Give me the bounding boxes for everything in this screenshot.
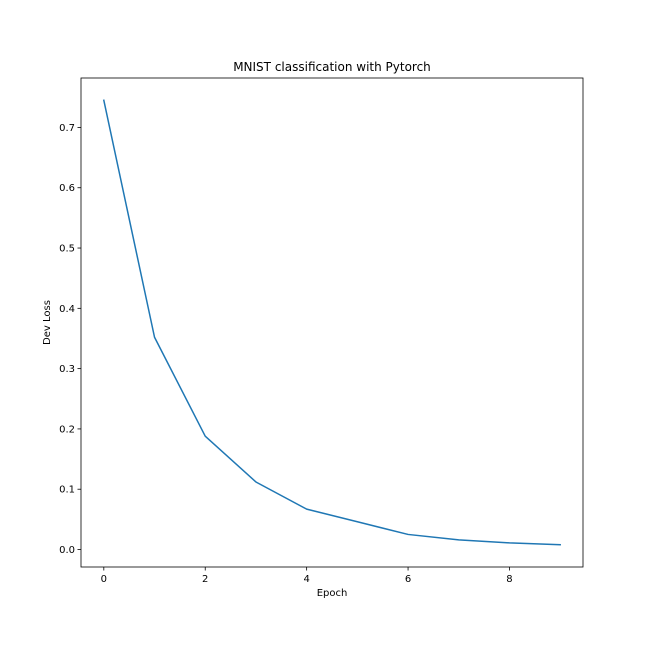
x-tick-label: 2 [202, 574, 208, 585]
plot-area [81, 78, 583, 567]
x-tick-label: 0 [101, 574, 107, 585]
y-axis: 0.0 0.1 0.2 0.3 0.4 0.5 0.6 0.7 [59, 123, 81, 556]
series-line [102, 99, 561, 546]
y-tick-label: 0.0 [59, 545, 75, 556]
y-tick-label: 0.2 [59, 424, 75, 435]
y-tick-label: 0.3 [59, 364, 75, 375]
y-tick-label: 0.5 [59, 244, 75, 255]
x-tick-label: 4 [303, 574, 309, 585]
y-tick-label: 0.1 [59, 485, 75, 496]
x-axis-title: Epoch [317, 588, 348, 599]
x-tick-label: 6 [405, 574, 411, 585]
y-tick-label: 0.7 [59, 123, 75, 134]
y-tick-label: 0.4 [59, 304, 75, 315]
plot-frame [80, 77, 584, 568]
chart-title: MNIST classification with Pytorch [233, 60, 431, 74]
x-tick-label: 8 [506, 574, 512, 585]
y-axis-title: Dev Loss [42, 300, 53, 345]
x-axis: 0 2 4 6 8 [101, 567, 513, 585]
series-layer [102, 99, 561, 546]
y-tick-label: 0.6 [59, 183, 75, 194]
